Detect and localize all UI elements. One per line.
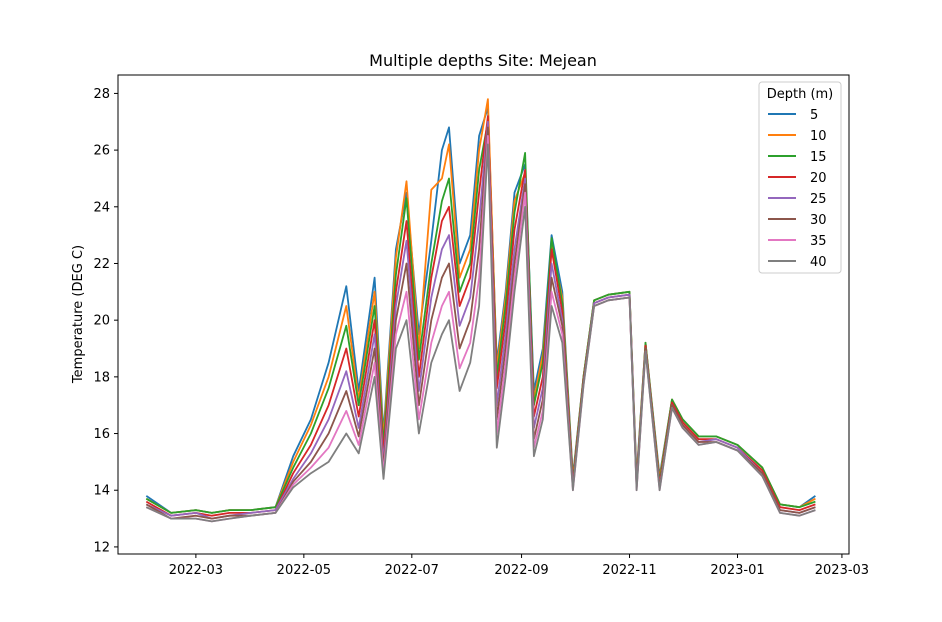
y-tick-label: 16 — [93, 427, 110, 442]
series-layer — [145, 98, 816, 523]
legend-label-depth-20: 20 — [810, 171, 827, 186]
legend-title: Depth (m) — [767, 87, 834, 102]
y-tick-label: 14 — [93, 484, 110, 499]
x-tick-label: 2022-09 — [494, 563, 548, 578]
x-tick-label: 2022-05 — [277, 563, 331, 578]
legend-box — [758, 81, 842, 274]
chart-title: Multiple depths Site: Mejean — [369, 51, 597, 70]
x-axis-ticks: 2022-03 2022-05 2022-07 2022-09 2022-11 2023-… — [169, 554, 869, 578]
legend-label-depth-30: 30 — [810, 213, 827, 228]
y-tick-label: 20 — [93, 314, 110, 329]
y-tick-label: 24 — [93, 200, 110, 215]
x-tick-label: 2022-07 — [385, 563, 439, 578]
legend-label-depth-35: 35 — [810, 234, 827, 249]
legend-label-depth-10: 10 — [810, 129, 827, 144]
y-tick-label: 28 — [93, 87, 110, 102]
legend-label-depth-15: 15 — [810, 150, 827, 165]
y-axis-label: Temperature (DEG C) — [71, 245, 86, 384]
y-tick-label: 18 — [93, 370, 110, 385]
legend-label-depth-40: 40 — [810, 255, 827, 270]
y-tick-label: 22 — [93, 257, 110, 272]
series-line-depth-40 — [145, 143, 816, 523]
x-tick-label: 2022-03 — [169, 563, 223, 578]
legend: Depth (m) 5 10 15 20 25 30 35 40 — [758, 81, 842, 274]
x-tick-label: 2023-01 — [710, 563, 764, 578]
y-axis-ticks: 12 14 16 18 20 22 24 26 28 — [93, 87, 118, 555]
legend-label-depth-25: 25 — [810, 192, 827, 207]
legend-entries: 5 10 15 20 25 30 35 40 — [768, 108, 827, 270]
legend-label-depth-5: 5 — [810, 108, 818, 123]
y-tick-label: 26 — [93, 144, 110, 159]
y-tick-label: 12 — [93, 540, 110, 555]
x-tick-label: 2022-11 — [602, 563, 656, 578]
x-tick-label: 2023-03 — [815, 563, 869, 578]
plot-frame — [117, 74, 850, 555]
